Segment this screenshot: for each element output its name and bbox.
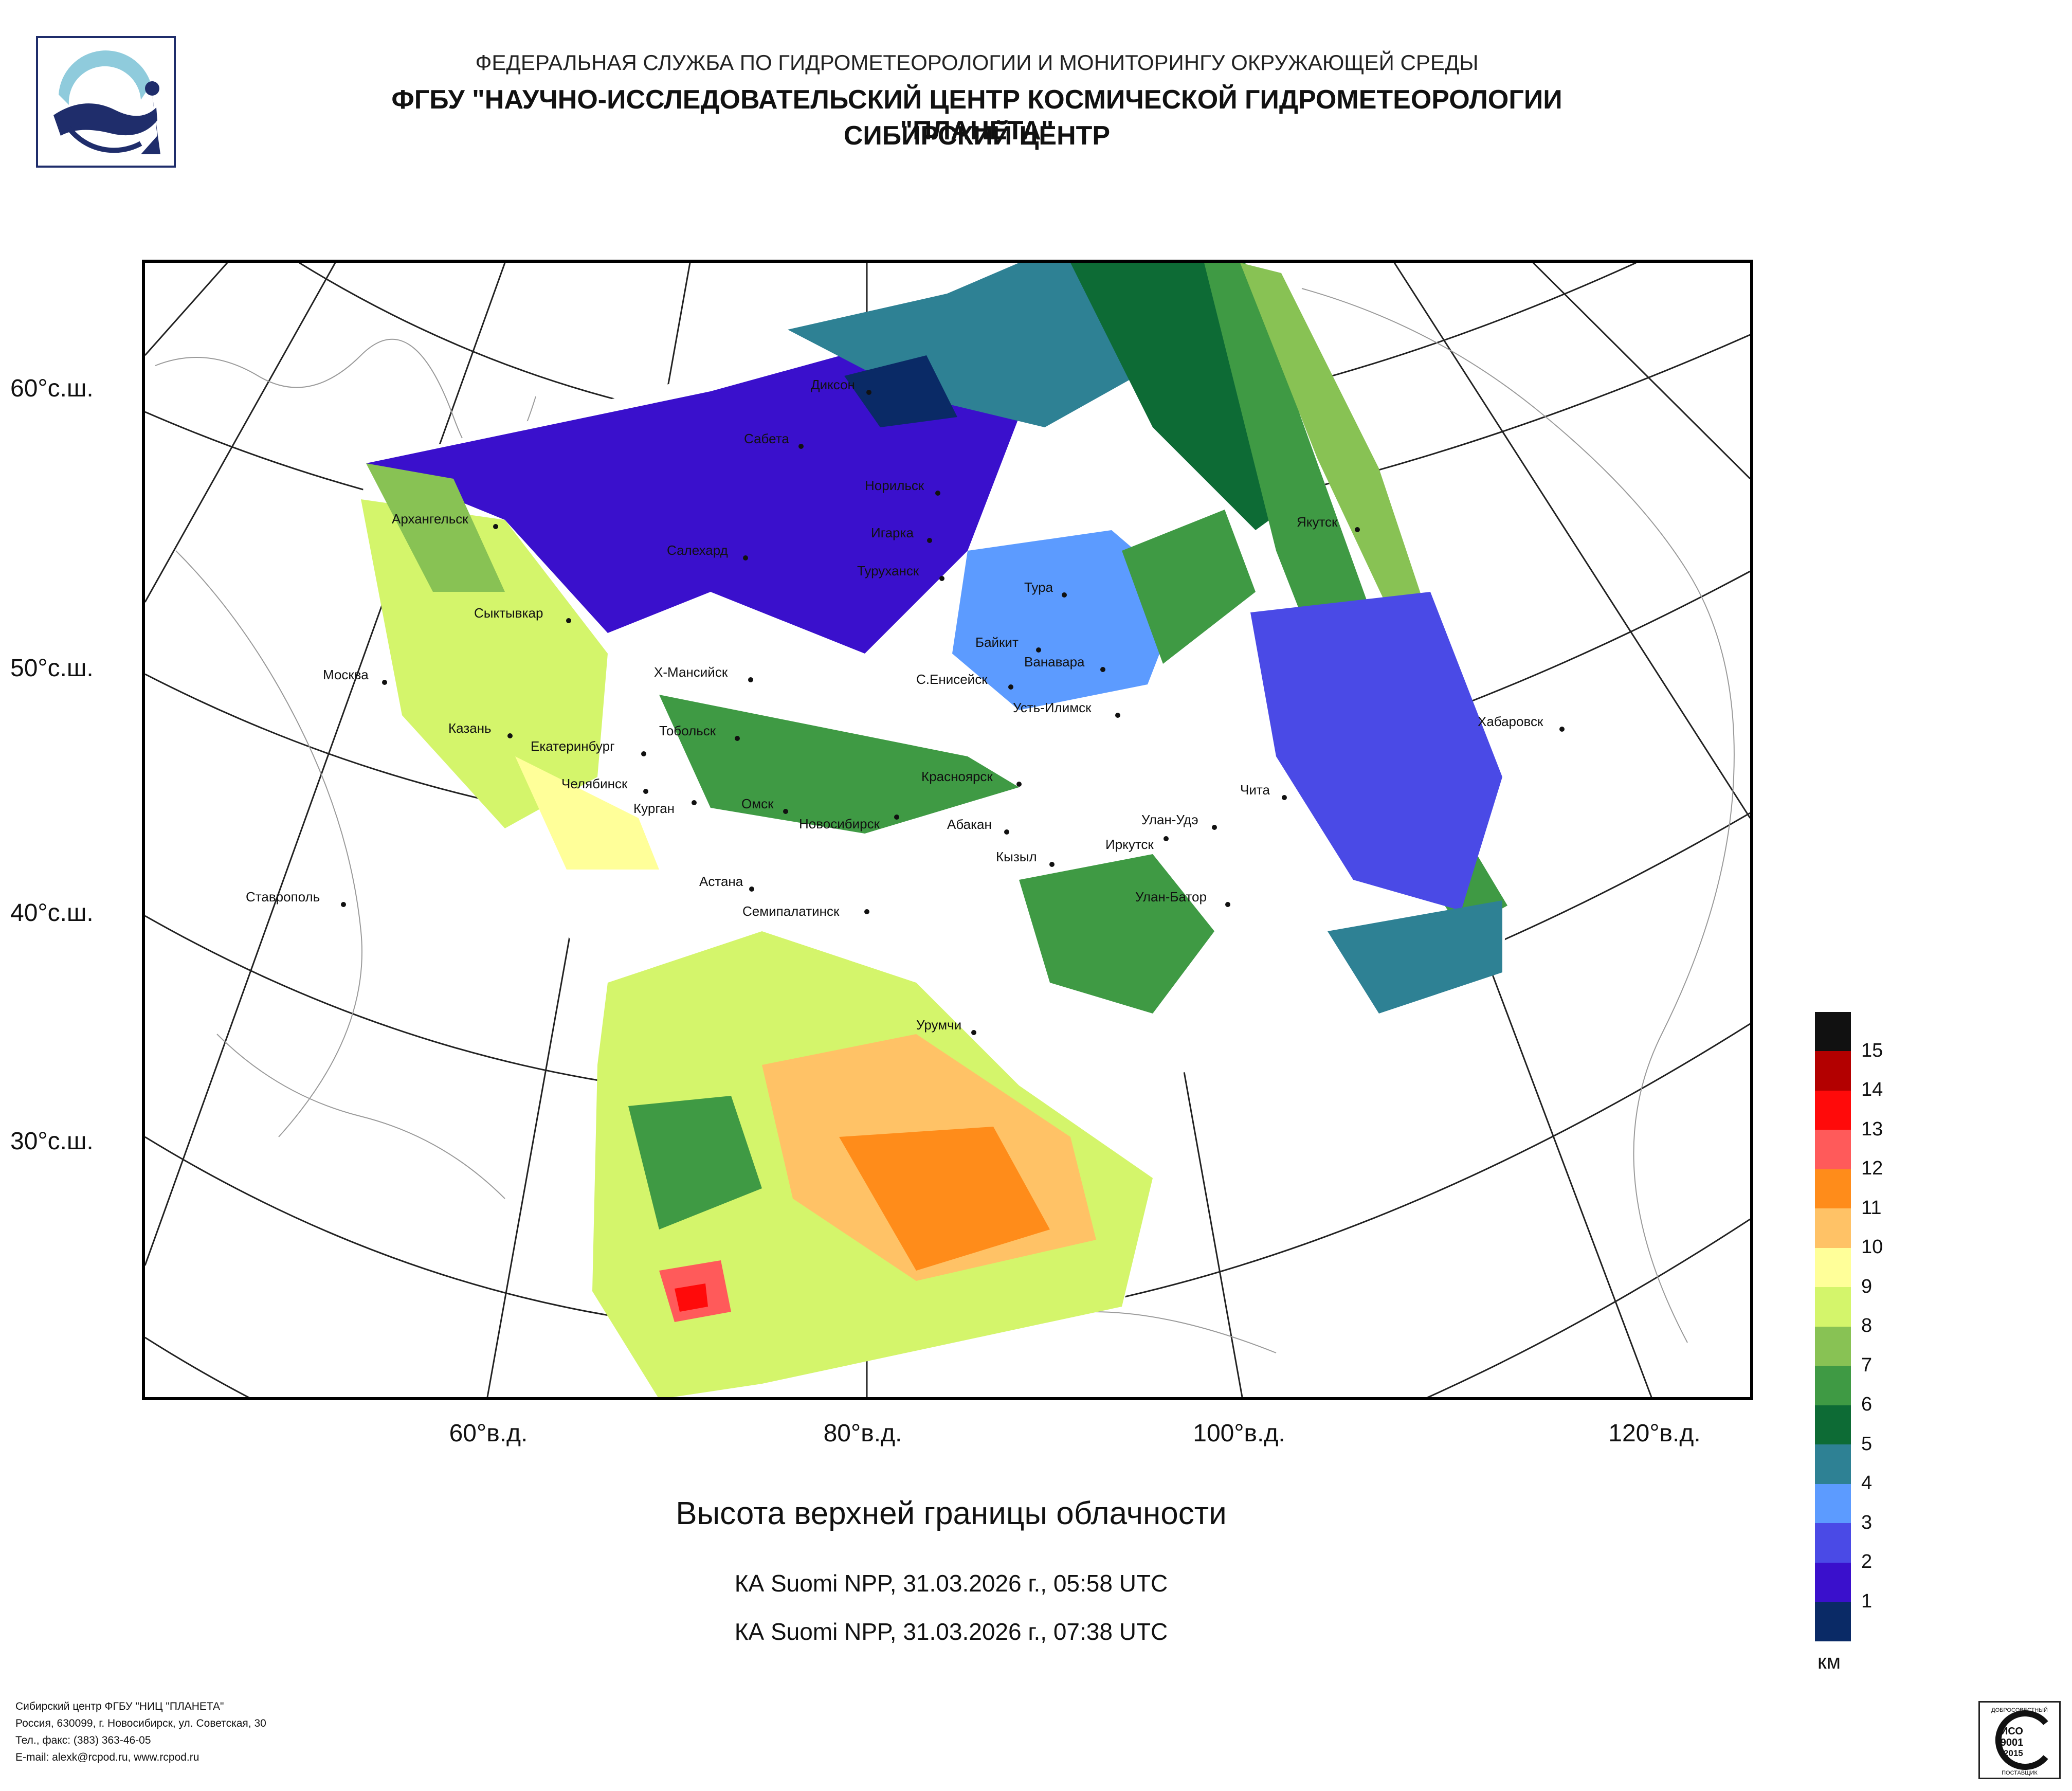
legend-label: 5 <box>1861 1433 1873 1455</box>
city-label: Х-Мансийск <box>654 664 728 680</box>
center-name: ФГБУ "НАУЧНО-ИССЛЕДОВАТЕЛЬСКИЙ ЦЕНТР КОС… <box>391 85 1562 146</box>
footer-org: Сибирский центр ФГБУ "НИЦ "ПЛАНЕТА" <box>15 1700 224 1712</box>
legend-unit: км <box>1817 1651 1841 1673</box>
footer-contacts: E-mail: alexk@rcpod.ru, www.rcpod.ru <box>15 1751 199 1763</box>
legend-swatch <box>1815 1169 1851 1208</box>
cloud-height-legend <box>1815 1012 1851 1641</box>
city-label: Туруханск <box>857 563 919 578</box>
city-label: Урумчи <box>916 1017 961 1033</box>
city-label: Ставрополь <box>246 889 320 904</box>
cloud-top-height-map: Диксон Сабета Норильск Архангельск Игарк… <box>142 260 1753 1400</box>
legend-swatch <box>1815 1248 1851 1287</box>
legend-swatch <box>1815 1484 1851 1523</box>
legend-label: 2 <box>1861 1551 1873 1572</box>
lat-label-60: 60°с.ш. <box>10 375 94 402</box>
lat-label-50: 50°с.ш. <box>10 655 94 682</box>
satellite-pass-1: КА Suomi NPP, 31.03.2026 г., 05:58 UTC <box>734 1570 1168 1597</box>
legend-swatch <box>1815 1208 1851 1248</box>
city-label: Салехард <box>667 542 728 558</box>
legend-label: 11 <box>1861 1197 1882 1219</box>
city-label: Тура <box>1024 580 1053 595</box>
city-label: Астана <box>699 874 743 889</box>
city-label: Москва <box>323 667 369 682</box>
city-label: Чита <box>1240 782 1270 798</box>
satellite-pass-2: КА Suomi NPP, 31.03.2026 г., 07:38 UTC <box>734 1618 1168 1645</box>
legend-label: 13 <box>1861 1118 1883 1140</box>
agency-name: ФЕДЕРАЛЬНАЯ СЛУЖБА ПО ГИДРОМЕТЕОРОЛОГИИ … <box>475 50 1479 75</box>
city-label: Байкит <box>975 635 1019 650</box>
contact-footer: Сибирский центр ФГБУ "НИЦ "ПЛАНЕТА" Росс… <box>15 1698 478 1766</box>
product-title: Высота верхней границы облачности <box>676 1496 1227 1531</box>
city-label: Екатеринбург <box>531 738 615 754</box>
legend-swatch <box>1815 1444 1851 1484</box>
city-label: Ванавара <box>1024 654 1085 670</box>
iso-line1: ИСО <box>2001 1726 2023 1737</box>
legend-swatch <box>1815 1523 1851 1563</box>
city-label: Казань <box>448 720 492 736</box>
legend-swatch <box>1815 1287 1851 1327</box>
legend-swatch <box>1815 1405 1851 1444</box>
legend-swatch <box>1815 1366 1851 1405</box>
legend-label: 12 <box>1861 1157 1883 1179</box>
city-markers: Диксон Сабета Норильск Архангельск Игарк… <box>246 377 1565 1035</box>
city-label: Сабета <box>744 431 789 446</box>
legend-swatch <box>1815 1091 1851 1130</box>
lon-label-60: 60°в.д. <box>449 1420 528 1447</box>
satellite-swath <box>361 263 1507 1397</box>
city-label: Архангельск <box>392 511 468 527</box>
city-label: Сыктывкар <box>474 605 543 621</box>
lon-label-80: 80°в.д. <box>823 1420 902 1447</box>
city-label: Омск <box>741 796 774 811</box>
footer-phone: Тел., факс: (383) 363-46-05 <box>15 1734 151 1746</box>
legend-label: 15 <box>1861 1040 1883 1061</box>
city-label: Игарка <box>871 525 914 540</box>
lat-label-30: 30°с.ш. <box>10 1128 94 1155</box>
legend-label: 7 <box>1861 1354 1873 1376</box>
map-canvas: Диксон Сабета Норильск Архангельск Игарк… <box>145 263 1750 1397</box>
legend-swatch <box>1815 1563 1851 1602</box>
city-label: Курган <box>633 801 675 816</box>
city-label: С.Енисейск <box>916 672 988 687</box>
city-label: Норильск <box>865 478 924 493</box>
city-label: Якутск <box>1297 514 1338 530</box>
legend-label: 10 <box>1861 1236 1883 1258</box>
lon-label-120: 120°в.д. <box>1608 1420 1701 1447</box>
city-label: Челябинск <box>561 776 628 791</box>
legend-swatch <box>1815 1130 1851 1169</box>
planeta-logo <box>36 36 176 168</box>
legend-label: 1 <box>1861 1590 1873 1612</box>
iso-badge-icon: ДОБРОСОВЕСТНЫЙ ИСО 9001 -2015 ПОСТАВЩИК <box>1991 1707 2048 1776</box>
legend-swatch <box>1815 1602 1851 1641</box>
planeta-logo-icon <box>48 44 163 159</box>
legend-label: 8 <box>1861 1315 1873 1336</box>
iso-line2: 9001 <box>2001 1737 2024 1748</box>
iso-badge: ДОБРОСОВЕСТНЫЙ ИСО 9001 -2015 ПОСТАВЩИК <box>1978 1701 2061 1779</box>
legend-label: 9 <box>1861 1276 1873 1297</box>
city-label: Улан-Батор <box>1135 889 1207 904</box>
legend-label: 14 <box>1861 1079 1883 1100</box>
city-label: Диксон <box>811 377 855 392</box>
city-label: Тобольск <box>659 723 716 738</box>
city-label: Семипалатинск <box>742 903 840 919</box>
city-label: Абакан <box>947 817 992 832</box>
legend-swatch <box>1815 1012 1851 1051</box>
legend-label: 3 <box>1861 1512 1873 1533</box>
legend-swatch <box>1815 1327 1851 1366</box>
footer-address: Россия, 630099, г. Новосибирск, ул. Сове… <box>15 1717 266 1729</box>
lon-label-100: 100°в.д. <box>1193 1420 1285 1447</box>
lat-label-40: 40°с.ш. <box>10 899 94 927</box>
legend-label: 4 <box>1861 1472 1873 1494</box>
branch-name: СИБИРСКИЙ ЦЕНТР <box>843 121 1111 151</box>
city-label: Усть-Илимск <box>1013 700 1092 715</box>
iso-line3: -2015 <box>2001 1748 2023 1758</box>
iso-bottom-text: ПОСТАВЩИК <box>2002 1770 2038 1776</box>
legend-label: 6 <box>1861 1394 1873 1415</box>
city-label: Иркутск <box>1105 837 1154 852</box>
city-label: Красноярск <box>921 769 993 784</box>
city-label: Улан-Удэ <box>1141 812 1198 827</box>
city-label: Хабаровск <box>1478 714 1543 729</box>
city-label: Новосибирск <box>799 816 880 831</box>
city-label: Кызыл <box>996 849 1037 864</box>
legend-swatch <box>1815 1051 1851 1091</box>
